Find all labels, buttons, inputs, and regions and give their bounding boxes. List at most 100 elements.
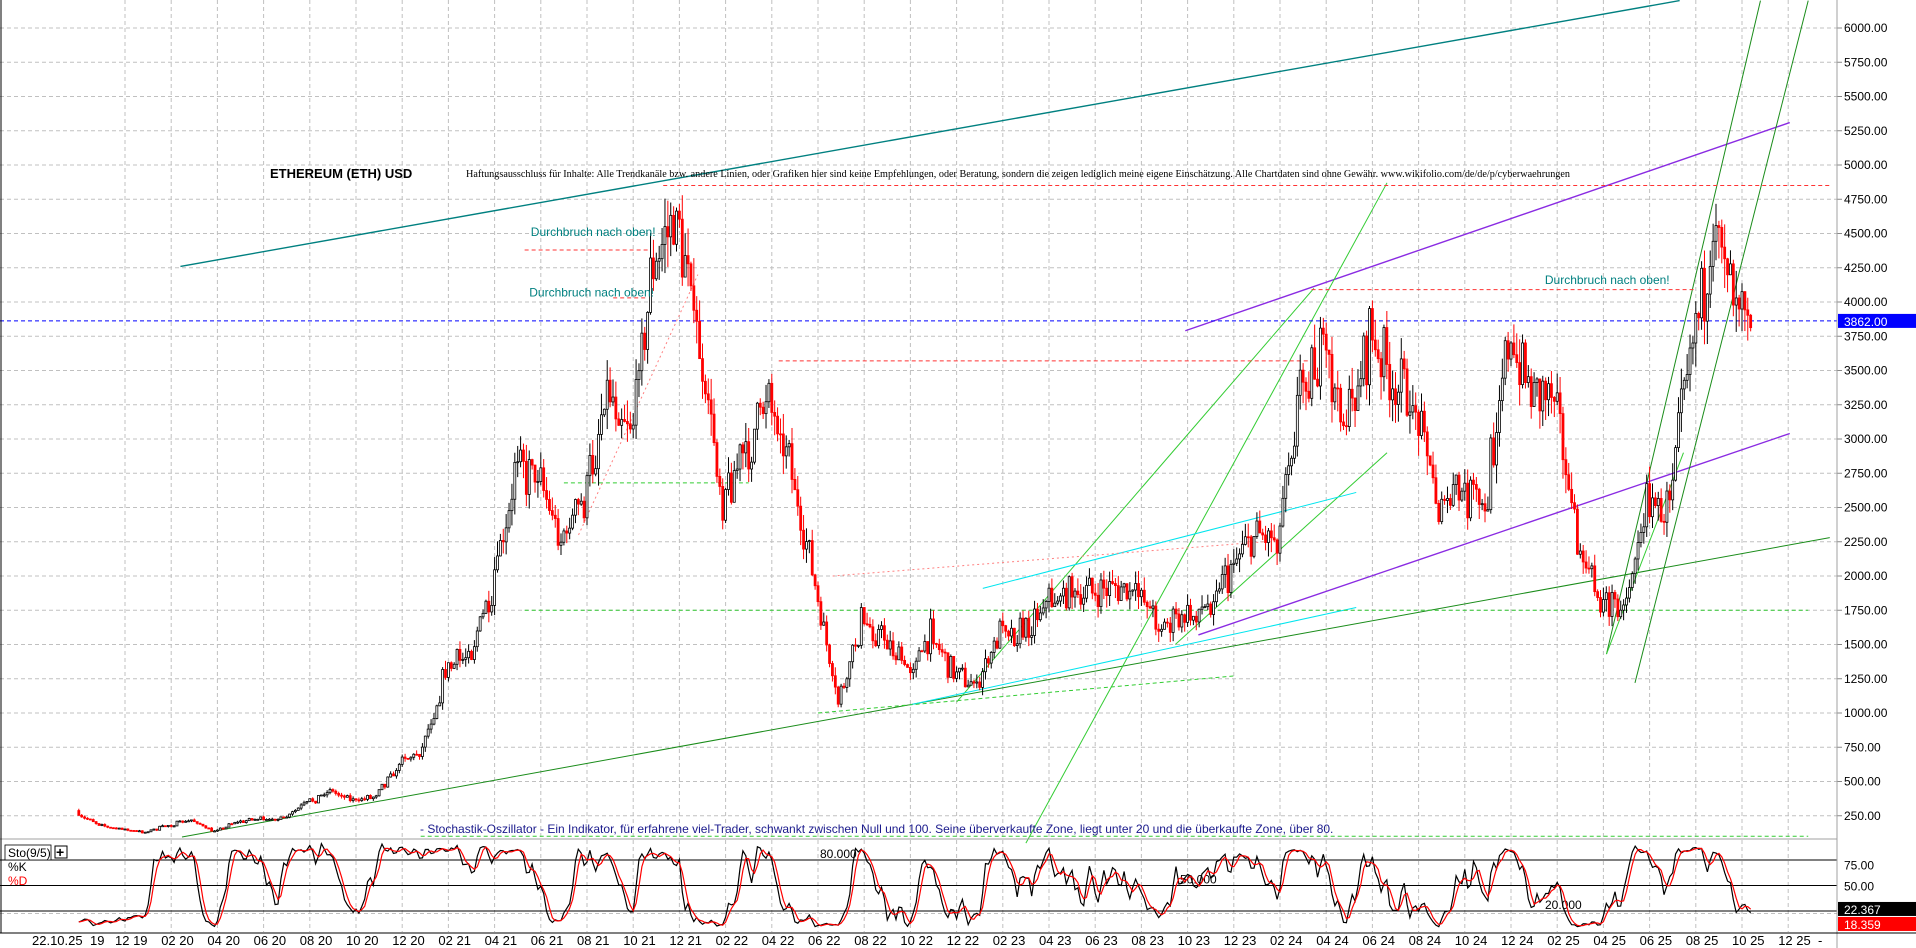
x-tick-label: 08 22 [854, 933, 887, 948]
candle-body [571, 514, 574, 529]
candle-body [1012, 627, 1016, 646]
candle-body [351, 798, 355, 802]
candle-body [106, 825, 110, 828]
candle-body [135, 830, 138, 832]
candle-body [1321, 327, 1325, 335]
candle-body [230, 823, 234, 826]
candle-body [1547, 383, 1550, 401]
candle-body [1731, 263, 1735, 306]
candle-body [1486, 509, 1490, 512]
candle-body [1443, 498, 1446, 501]
x-tick-label: 02 21 [438, 933, 471, 948]
candle-body [1379, 358, 1383, 378]
candle-body [1498, 400, 1501, 433]
candle-body [1648, 483, 1651, 518]
candle-body [755, 402, 759, 430]
candle-body [576, 499, 580, 505]
candle-body [654, 260, 658, 280]
candle-body [218, 827, 222, 831]
trendline [910, 607, 1357, 706]
candle-body [169, 824, 173, 827]
candle-body [816, 585, 820, 603]
candle-body [1633, 558, 1637, 575]
candle-body [1319, 327, 1322, 387]
candle-body [97, 823, 101, 826]
y-tick-label: 2000.00 [1844, 569, 1888, 583]
candle-body [1437, 502, 1441, 523]
candle-body [1194, 615, 1198, 623]
candle-body [1420, 410, 1423, 436]
candle-body [1740, 291, 1744, 310]
candle-body [299, 804, 303, 809]
candle-body [891, 640, 895, 657]
candle-body [877, 629, 881, 647]
candle-body [256, 818, 260, 821]
candle-body [1382, 327, 1386, 378]
candle-body [374, 795, 378, 798]
candle-body [1451, 484, 1455, 506]
candle-body [470, 650, 473, 660]
candle-body [735, 468, 739, 471]
candle-body [426, 728, 430, 737]
candle-body [1405, 368, 1409, 416]
candle-body [623, 419, 626, 422]
candle-body [865, 623, 869, 626]
candle-body [227, 823, 231, 828]
x-tick-label: 02 22 [716, 933, 749, 948]
candle-body [550, 510, 554, 516]
candle-body [906, 664, 909, 668]
candle-body [1365, 335, 1369, 386]
candle-body [270, 818, 274, 821]
candle-body [926, 641, 930, 655]
candle-body [1191, 615, 1195, 621]
candle-body [1544, 380, 1548, 401]
candle-body [605, 379, 609, 410]
candle-body [871, 626, 875, 642]
candle-body [585, 475, 589, 519]
candle-body [1642, 526, 1646, 533]
candle-body [649, 257, 652, 313]
x-tick-label: 04 22 [762, 933, 795, 948]
candle-body [1093, 592, 1097, 596]
candle-body [787, 443, 791, 448]
candle-body [1246, 536, 1250, 539]
candle-body [1590, 565, 1594, 570]
candle-body [345, 795, 349, 798]
candle-body [1685, 374, 1689, 381]
x-tick-label: 04 23 [1039, 933, 1072, 948]
candle-body [1688, 347, 1692, 375]
candle-body [207, 827, 211, 830]
candle-body [114, 827, 118, 830]
candle-body [1243, 536, 1247, 545]
candle-body [444, 669, 447, 678]
candle-body [493, 569, 497, 606]
annotation-text: Durchbruch nach oben! [531, 225, 656, 239]
candle-body [981, 671, 984, 688]
candle-body [282, 816, 286, 819]
candle-body [395, 770, 398, 777]
candle-body [1651, 497, 1654, 518]
candle-body [608, 379, 612, 403]
candle-body [1552, 397, 1556, 402]
candle-body [874, 640, 878, 647]
candle-body [253, 818, 257, 821]
candle-body [1720, 227, 1724, 248]
candle-body [937, 643, 941, 651]
candle-body [934, 643, 938, 645]
x-tick-label: 06 21 [531, 933, 564, 948]
expand-button[interactable] [54, 845, 68, 859]
y-tick-label: 4750.00 [1844, 192, 1888, 206]
candle-body [1659, 498, 1663, 522]
candle-body [1399, 358, 1403, 393]
candle-body [1653, 497, 1657, 507]
x-tick-label: 02 24 [1270, 933, 1303, 948]
sto-label: Sto(9/5) [8, 846, 51, 860]
candle-body [695, 309, 699, 322]
candle-body [158, 825, 162, 831]
candle-body [371, 796, 375, 800]
candle-body [600, 414, 603, 435]
candle-body [498, 540, 502, 557]
candle-body [556, 518, 560, 546]
candle-body [100, 824, 104, 826]
candle-body [1469, 479, 1472, 519]
